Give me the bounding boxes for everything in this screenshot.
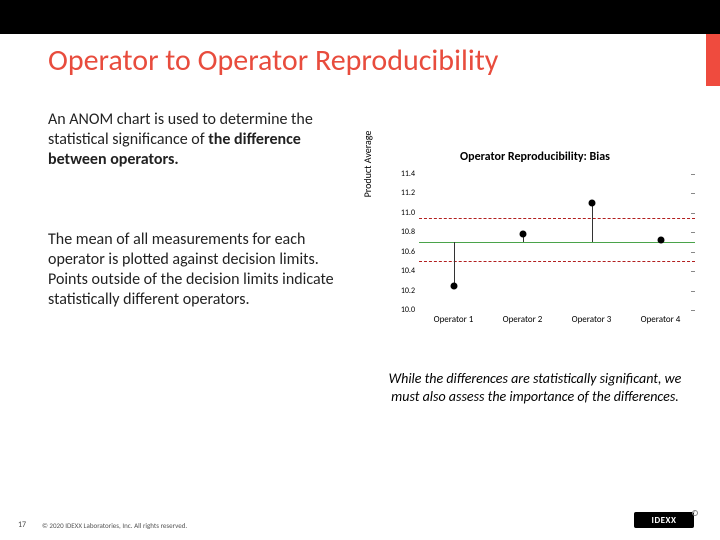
registered-icon: ®: [692, 510, 698, 516]
page-number: 17: [18, 520, 26, 530]
xcategory-label: Operator 3: [562, 314, 622, 325]
chart-title: Operator Reproducibility: Bias: [365, 150, 705, 164]
ytick-label: 11.2: [381, 188, 415, 198]
paragraph-2: The mean of all measurements for each op…: [48, 230, 348, 310]
ytick-mark: [691, 271, 695, 272]
chart-plot-area: 11.411.211.010.810.610.410.210.0Operator…: [419, 174, 695, 310]
data-point: [519, 231, 526, 238]
chart-ylabel: Product Average: [361, 116, 374, 212]
brand-logo: IDEXX ®: [634, 512, 700, 534]
ytick-mark: [691, 310, 695, 311]
ytick-label: 10.8: [381, 227, 415, 237]
slide-title: Operator to Operator Reproducibility: [48, 44, 668, 77]
ytick-label: 11.4: [381, 169, 415, 179]
ytick-label: 10.0: [381, 305, 415, 315]
accent-block: [706, 34, 720, 86]
xcategory-label: Operator 4: [631, 314, 691, 325]
ytick-mark: [691, 232, 695, 233]
copyright: © 2020 IDEXX Laboratories, Inc. All righ…: [42, 521, 187, 530]
ytick-label: 10.2: [381, 286, 415, 296]
top-black-bar: [0, 0, 720, 34]
paragraph-1: An ANOM chart is used to determine the s…: [48, 110, 348, 170]
lower-limit-line: [419, 261, 695, 262]
stem-line: [454, 242, 455, 286]
ytick-label: 11.0: [381, 208, 415, 218]
stem-line: [592, 203, 593, 242]
data-point: [657, 237, 664, 244]
xcategory-label: Operator 2: [493, 314, 553, 325]
upper-limit-line: [419, 218, 695, 219]
ytick-mark: [691, 213, 695, 214]
anom-chart: Operator Reproducibility: Bias Product A…: [365, 150, 705, 350]
chart-caption: While the differences are statistically …: [380, 370, 690, 405]
footer: 17 © 2020 IDEXX Laboratories, Inc. All r…: [0, 510, 720, 540]
data-point: [588, 200, 595, 207]
ytick-label: 10.6: [381, 247, 415, 257]
logo-text: IDEXX ®: [634, 512, 694, 528]
ytick-label: 10.4: [381, 266, 415, 276]
ytick-mark: [691, 174, 695, 175]
center-line: [419, 242, 695, 243]
ytick-mark: [691, 291, 695, 292]
logo-label: IDEXX: [652, 515, 677, 526]
ytick-mark: [691, 193, 695, 194]
ytick-mark: [691, 252, 695, 253]
data-point: [450, 282, 457, 289]
slide: Operator to Operator Reproducibility An …: [0, 0, 720, 540]
xcategory-label: Operator 1: [424, 314, 484, 325]
